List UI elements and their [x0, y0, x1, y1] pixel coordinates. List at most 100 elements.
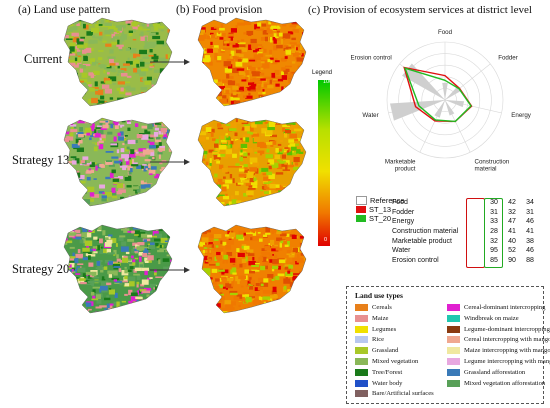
arrow-strategy-20 — [150, 267, 190, 273]
row-label-strategy-20: Strategy 20 — [12, 262, 70, 276]
st20-value: 31 — [526, 208, 534, 216]
land-use-label: Legume intercropping with mango — [464, 358, 550, 365]
land-use-label: Tree/Forest — [372, 368, 403, 376]
reference-wedge — [390, 100, 445, 121]
header-ecosystem-services: (c) Provision of ecosystem services at d… — [308, 4, 532, 16]
radar-axis-label: Fodder — [498, 55, 518, 62]
table-row: Erosion control 85 90 88 — [392, 256, 539, 266]
land-use-label: Rice — [372, 336, 385, 344]
land-use-label: Legume-dominant intercropping — [464, 325, 550, 333]
table-row-label: Fodder — [392, 208, 415, 216]
land-use-swatch — [355, 379, 368, 387]
gradient-legend-min: 0 — [324, 237, 328, 243]
land-use-swatch — [447, 314, 460, 322]
land-use-item: Cereal intercropping with mango — [447, 336, 550, 344]
table-row: Marketable product 32 40 38 — [392, 236, 539, 246]
food-map-strategy-20 — [197, 224, 307, 314]
land-use-item: Maize — [355, 314, 389, 322]
land-use-swatch — [355, 347, 368, 355]
land-use-swatch — [355, 336, 368, 344]
food-provision-maps — [197, 17, 307, 314]
st20-value: 88 — [526, 256, 534, 264]
legend-swatch-reference — [356, 196, 367, 205]
st13-value: 40 — [508, 237, 516, 245]
land-use-swatch — [447, 368, 460, 376]
radar-axis-label-line: Energy — [511, 112, 532, 119]
land-use-swatch — [355, 325, 368, 333]
radar-axis-label-line: Water — [362, 112, 378, 119]
table-row-label: Erosion control — [392, 256, 439, 264]
arrow-current — [150, 59, 190, 65]
st13-column-box — [466, 198, 485, 268]
radar-axis-label: Food — [438, 29, 453, 36]
radar-axis-label-line: Food — [438, 29, 453, 36]
series-legend: Reference ST_13 ST_20 — [356, 196, 405, 223]
land-use-swatch — [355, 368, 368, 376]
legend-label-st13: ST_13 — [369, 205, 392, 214]
land-use-label: Cereal-dominant intercropping — [464, 304, 546, 311]
land-use-item: Legume intercropping with mango — [447, 358, 550, 365]
table-row: Energy 33 47 46 — [392, 217, 539, 227]
food-map-strategy-13 — [197, 117, 307, 207]
land-use-legend: Land use types Cereals Maize Legumes Rice Gr… — [346, 286, 550, 404]
header-food-provision: (b) Food provision — [176, 4, 263, 16]
st13-value: 41 — [508, 228, 516, 236]
radar-axis-label: Construction material — [475, 158, 510, 172]
reference-value: 31 — [490, 208, 498, 216]
reference-value: 28 — [490, 228, 498, 236]
reference-value: 85 — [490, 256, 498, 264]
land-use-swatch — [447, 379, 460, 387]
legend-label-reference: Reference — [370, 196, 405, 205]
reference-wedge — [445, 100, 465, 108]
reference-value: 33 — [490, 218, 498, 226]
land-use-item: Grassland — [355, 347, 399, 355]
land-use-item: Tree/Forest — [355, 368, 403, 376]
reference-value: 95 — [490, 247, 498, 255]
land-use-label: Cereals — [372, 304, 392, 311]
radar-axis-label: Energy — [511, 112, 532, 119]
table-row: Construction material 28 41 41 — [392, 227, 539, 237]
series-legend-reference: Reference — [356, 196, 405, 205]
radar-axis-label-line: product — [395, 165, 416, 172]
land-use-label: Grassland — [372, 347, 399, 355]
land-use-item: Legume-dominant intercropping — [447, 325, 550, 333]
land-use-swatch — [447, 325, 460, 333]
land-use-map-strategy-20 — [63, 224, 173, 314]
st20-value: 38 — [526, 237, 534, 245]
land-use-label: Mixed vegetation afforestation — [464, 379, 546, 387]
land-use-swatch — [447, 304, 460, 311]
land-use-maps — [63, 17, 173, 314]
land-use-item: Bare/Artificial surfaces — [355, 390, 434, 398]
radar-axis-label-line: Fodder — [498, 55, 518, 62]
st13-value: 47 — [508, 218, 516, 226]
land-use-label: Bare/Artificial surfaces — [372, 390, 434, 398]
radar-axis-label-line: Marketable — [385, 158, 416, 165]
table-row: Fodder 31 32 31 — [392, 208, 539, 218]
st20-value: 46 — [526, 218, 534, 226]
land-use-label: Legumes — [372, 325, 397, 333]
st20-value: 34 — [526, 199, 534, 207]
reference-value: 30 — [490, 199, 498, 207]
land-use-legend-title: Land use types — [355, 291, 403, 300]
table-row-label: Marketable product — [392, 237, 452, 245]
reference-wedge — [402, 63, 445, 100]
st13-value: 42 — [508, 199, 516, 207]
reference-wedge — [445, 86, 461, 100]
reference-wedge — [445, 100, 455, 116]
values-table: Food 30 42 34 Fodder 31 32 31 Energy 33 47 46 Constr… — [392, 198, 539, 265]
land-use-label: Windbreak on maize — [464, 314, 519, 322]
radar-chart: Food Fodder Energy Construction material Mark… — [351, 29, 532, 172]
land-use-map-current — [63, 17, 173, 107]
table-row: Food 30 42 34 — [392, 198, 539, 208]
legend-label-st20: ST_20 — [369, 214, 392, 223]
series-legend-st13: ST_13 — [356, 205, 405, 214]
land-use-swatch — [447, 347, 460, 355]
gradient-legend-bar — [318, 80, 330, 246]
table-row: Water 95 52 46 — [392, 246, 539, 256]
radar-axis-label-line: Erosion control — [351, 55, 392, 62]
land-use-label: Maize — [372, 314, 389, 322]
row-label-strategy-13: Strategy 13 — [12, 153, 70, 167]
st20-value: 41 — [526, 228, 534, 236]
radar-axis-label: Marketable product — [385, 158, 416, 172]
